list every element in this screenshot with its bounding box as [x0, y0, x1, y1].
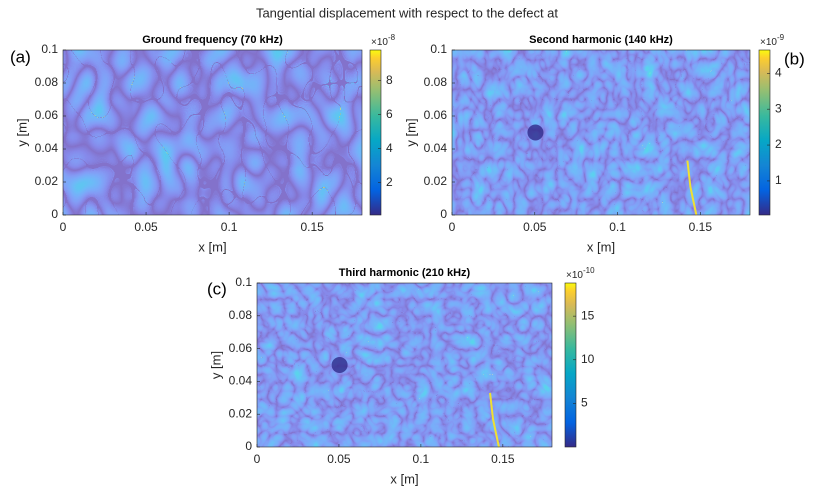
- y-tick-label: 0: [51, 207, 58, 221]
- colorbar-tick-label: 5: [581, 396, 588, 410]
- y-tick-label: 0: [245, 439, 252, 453]
- x-tick-label: 0.1: [221, 220, 238, 234]
- colorbar-exponent: ×10-8: [371, 33, 396, 48]
- colorbar-tick-label: 8: [386, 73, 393, 87]
- panel-label: (b): [784, 49, 805, 68]
- figure-title: Tangential displacement with respect to …: [256, 5, 558, 20]
- axes-box: [451, 49, 751, 216]
- x-axis-label: x [m]: [587, 239, 615, 254]
- colorbar-tick-label: 10: [581, 352, 595, 366]
- colorbar-tick-label: 1: [775, 173, 782, 187]
- x-tick-label: 0: [60, 220, 67, 234]
- panel-label: (a): [10, 47, 31, 66]
- y-axis-label: y [m]: [403, 118, 418, 146]
- colorbar-tick-label: 2: [775, 137, 782, 151]
- y-tick-label: 0.08: [424, 75, 448, 89]
- y-tick-label: 0.04: [424, 141, 448, 155]
- y-tick-label: 0.06: [229, 341, 253, 355]
- x-tick-label: 0.15: [689, 220, 713, 234]
- heatmap-field: [63, 50, 362, 215]
- y-tick-label: 0.08: [35, 75, 59, 89]
- exponent-base: ×10: [371, 37, 388, 48]
- defect-shadow: [527, 124, 544, 141]
- y-tick-label: 0.1: [430, 42, 447, 56]
- panel-title: Ground frequency (70 kHz): [142, 34, 283, 46]
- exponent-base: ×10: [760, 37, 777, 48]
- colorbar-tick-label: 2: [386, 175, 393, 189]
- exponent-power: -9: [777, 33, 785, 42]
- y-tick-label: 0.02: [35, 174, 59, 188]
- panel-title: Second harmonic (140 kHz): [529, 34, 673, 46]
- colorbar-tick-label: 4: [386, 141, 393, 155]
- y-tick-label: 0.06: [424, 108, 448, 122]
- y-tick-label: 0: [440, 207, 447, 221]
- colorbar-tick-label: 3: [775, 101, 782, 115]
- y-tick-label: 0.02: [424, 174, 448, 188]
- y-axis-label: y [m]: [208, 351, 223, 379]
- x-tick-label: 0.05: [523, 220, 547, 234]
- panel-label: (c): [207, 279, 227, 298]
- x-axis-label: x [m]: [198, 239, 226, 254]
- heatmap-field: [452, 50, 750, 215]
- heatmap-field: [257, 283, 552, 447]
- colorbar: [564, 282, 577, 448]
- colorbar-tick-label: 4: [775, 65, 782, 79]
- y-axis-label: y [m]: [14, 118, 29, 146]
- x-tick-label: 0.05: [134, 220, 158, 234]
- defect-shadow: [331, 357, 348, 373]
- crack-response: [686, 160, 698, 216]
- x-tick-label: 0: [449, 220, 456, 234]
- colorbar-tick-label: 15: [581, 308, 595, 322]
- y-tick-label: 0.1: [235, 275, 252, 289]
- y-tick-label: 0.08: [229, 308, 253, 322]
- colorbar-exponent: ×10-10: [566, 266, 595, 281]
- panel-title: Third harmonic (210 kHz): [339, 267, 471, 279]
- x-tick-label: 0.05: [327, 452, 351, 466]
- y-tick-label: 0.04: [35, 141, 59, 155]
- colorbar: [369, 49, 382, 216]
- axes-box: [256, 282, 553, 448]
- exponent-power: -10: [583, 266, 595, 275]
- colorbar: [758, 49, 771, 216]
- exponent-base: ×10: [566, 270, 583, 281]
- x-tick-label: 0.15: [300, 220, 324, 234]
- y-tick-label: 0.06: [35, 108, 59, 122]
- y-tick-label: 0.1: [41, 42, 58, 56]
- crack-response: [489, 392, 500, 448]
- y-tick-label: 0.04: [229, 374, 253, 388]
- x-axis-label: x [m]: [390, 471, 418, 486]
- exponent-power: -8: [388, 33, 396, 42]
- colorbar-tick-label: 6: [386, 107, 393, 121]
- y-tick-label: 0.02: [229, 406, 253, 420]
- x-tick-label: 0.1: [609, 220, 626, 234]
- x-tick-label: 0.15: [491, 452, 515, 466]
- x-tick-label: 0.1: [413, 452, 430, 466]
- colorbar-exponent: ×10-9: [760, 33, 785, 48]
- axes-box: [62, 49, 363, 216]
- x-tick-label: 0: [254, 452, 261, 466]
